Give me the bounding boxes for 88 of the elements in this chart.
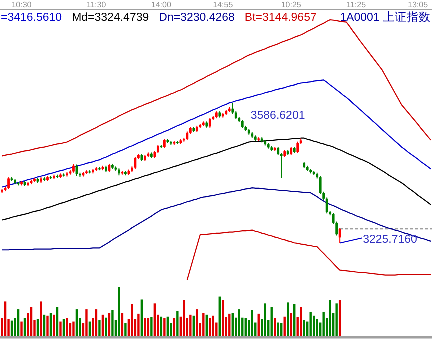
- chart-title: 1A0001 上证指数: [340, 11, 431, 24]
- bar: [50, 313, 52, 336]
- bar: [46, 316, 49, 336]
- bar: [4, 302, 7, 336]
- bar: [329, 300, 332, 336]
- bar: [290, 313, 292, 336]
- x-tick-label: 14:00: [151, 0, 172, 10]
- bar: [150, 317, 153, 336]
- bar: [10, 320, 14, 336]
- bar: [144, 318, 146, 336]
- bar: [251, 310, 254, 336]
- bar: [131, 304, 134, 336]
- bar: [316, 319, 318, 336]
- bar: [62, 319, 66, 336]
- bar: [72, 322, 75, 336]
- bar: [154, 304, 156, 336]
- bar: [176, 311, 179, 336]
- bar: [86, 310, 88, 336]
- bar: [294, 304, 296, 336]
- bar: [118, 287, 120, 336]
- bar: [218, 296, 221, 336]
- annotation: 3586.6201: [250, 110, 306, 122]
- text: =3416.5610: [1, 12, 62, 24]
- bar: [36, 319, 40, 336]
- bar: [140, 300, 144, 336]
- bar: [202, 313, 205, 336]
- x-tick-label: 11:25: [346, 0, 367, 10]
- bar: [108, 313, 111, 336]
- x-tick-label: 10:30: [12, 0, 32, 10]
- bar: [238, 310, 240, 336]
- bar: [274, 318, 276, 336]
- bar: [173, 318, 176, 336]
- bar: [322, 312, 325, 336]
- bar: [190, 314, 192, 336]
- bar: [76, 310, 78, 336]
- bar: [105, 318, 108, 336]
- bar: [312, 316, 316, 336]
- bar: [88, 322, 92, 336]
- bar: [40, 302, 42, 336]
- x-tick-label: 11:30: [86, 0, 107, 10]
- bar: [53, 314, 56, 336]
- bar: [336, 304, 338, 336]
- bar: [284, 316, 286, 336]
- bar: [56, 307, 59, 336]
- bar: [196, 310, 198, 336]
- bar: [222, 300, 224, 336]
- bar: [60, 322, 62, 336]
- x-tick-label: 10:25: [281, 0, 302, 10]
- bar: [244, 318, 247, 336]
- bar: [112, 310, 114, 336]
- bar: [258, 314, 260, 336]
- bar: [147, 318, 150, 336]
- bar: [338, 300, 342, 336]
- bar: [206, 314, 208, 336]
- text: Dn=3230.4268: [159, 12, 235, 24]
- bar: [138, 314, 140, 336]
- bar: [310, 312, 312, 336]
- annotation: 3225.7160: [363, 234, 418, 246]
- bar: [264, 304, 266, 336]
- bar: [20, 322, 23, 336]
- bar: [287, 302, 290, 336]
- bar: [228, 314, 231, 336]
- bar: [95, 310, 98, 336]
- x-tick-label: 14:55: [213, 0, 234, 10]
- bar: [160, 316, 163, 336]
- text: Md=3324.4739: [72, 12, 150, 24]
- bar: [43, 314, 46, 336]
- text: Bt=3144.9657: [244, 12, 317, 24]
- bar: [232, 313, 234, 336]
- bar: [24, 318, 26, 336]
- bar: [102, 314, 104, 336]
- bar: [66, 318, 68, 336]
- bar: [270, 307, 273, 336]
- bar: [192, 316, 196, 336]
- bar: [124, 323, 127, 336]
- bar: [209, 318, 212, 336]
- bar: [303, 320, 306, 336]
- bar: [164, 318, 166, 336]
- bar: [212, 316, 214, 336]
- bar: [183, 300, 186, 336]
- bar: [121, 313, 124, 336]
- bar: [30, 307, 33, 336]
- bar: [17, 310, 20, 336]
- bar: [166, 316, 170, 336]
- bar: [98, 320, 101, 336]
- x-tick-label: 13:05: [408, 0, 429, 10]
- bar: [300, 307, 302, 336]
- bar: [277, 322, 280, 336]
